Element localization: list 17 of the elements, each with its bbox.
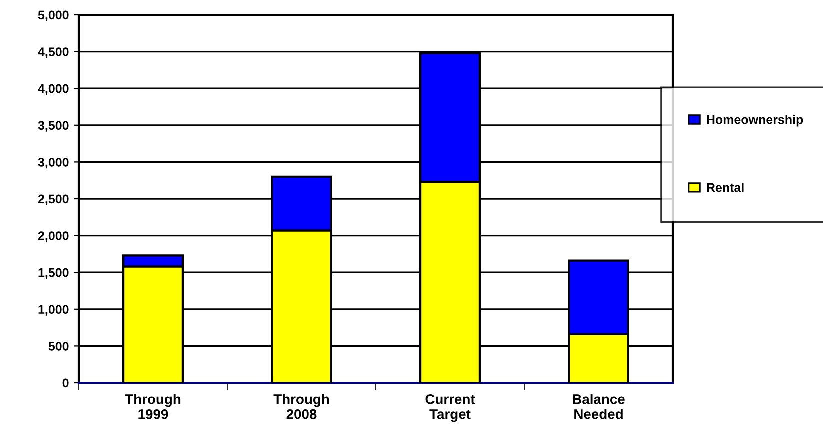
y-tick-label: 0 [62, 378, 69, 388]
x-tick-label: Through 1999 [125, 394, 181, 420]
x-tick-label: Current Target [426, 394, 476, 422]
y-tick-label: 3,000 [38, 158, 69, 169]
y-tick-label: 4,500 [38, 48, 69, 58]
y-tick-label: 5,000 [38, 10, 69, 22]
y-tick-label: 500 [48, 342, 69, 351]
legend-label: Homeownership [707, 115, 804, 127]
y-tick-label: 2,000 [38, 232, 69, 242]
legend-label: Rental [707, 182, 744, 192]
y-tick-label: 1,500 [38, 268, 69, 280]
y-tick-label: 1,000 [38, 305, 69, 316]
x-tick-label: Through 2008 [274, 394, 330, 420]
y-tick-label: 4,000 [38, 84, 69, 96]
y-tick-label: 2,500 [38, 194, 69, 206]
x-tick-label: Balance Needed [573, 394, 625, 420]
y-tick-label: 3,500 [38, 121, 69, 132]
